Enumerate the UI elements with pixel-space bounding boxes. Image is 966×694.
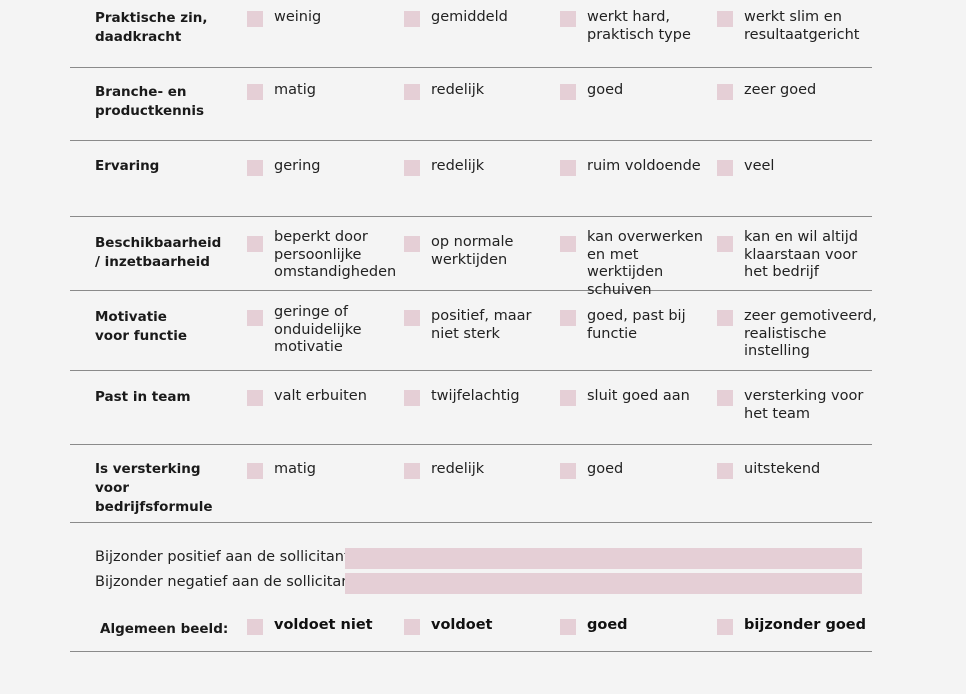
checkbox[interactable]: [717, 310, 733, 326]
criterion-row-praktische-zin: Praktische zin, daadkracht weinig gemidd…: [70, 0, 872, 68]
checkbox[interactable]: [560, 463, 576, 479]
checkbox[interactable]: [717, 619, 733, 635]
checkbox[interactable]: [717, 236, 733, 252]
checkbox[interactable]: [247, 11, 263, 27]
criterion-row-branchekennis: Branche- en productkennis matig redelijk…: [70, 68, 872, 141]
checkbox[interactable]: [560, 11, 576, 27]
checkbox[interactable]: [560, 160, 576, 176]
option-label: redelijk: [431, 158, 485, 174]
criterion-label: Branche- en productkennis: [95, 84, 204, 119]
criterion-row-past-in-team: Past in team valt erbuiten twijfelachtig…: [70, 371, 872, 445]
option-label: goed: [587, 617, 628, 633]
option-label: weinig: [274, 9, 322, 25]
checkbox[interactable]: [404, 310, 420, 326]
criterion-label: Is versterking voor bedrijfsformule: [95, 461, 213, 515]
criterion-label: Motivatie voor functie: [95, 309, 188, 344]
checkbox[interactable]: [247, 310, 263, 326]
checkbox[interactable]: [247, 160, 263, 176]
option-label: gering: [274, 158, 321, 174]
checkbox[interactable]: [247, 236, 263, 252]
option-label: zeer gemotiveerd, realistische instellin…: [744, 308, 877, 359]
option-label: beperkt door persoonlijke omstandigheden: [274, 229, 397, 280]
option-label: kan en wil altijd klaarstaan voor het be…: [744, 229, 858, 280]
option-label: werkt hard, praktisch type: [587, 9, 691, 43]
option-label: uitstekend: [744, 461, 821, 477]
checkbox[interactable]: [404, 619, 420, 635]
option-label: twijfelachtig: [431, 388, 520, 404]
checkbox[interactable]: [404, 390, 420, 406]
option-label: goed: [587, 461, 624, 477]
option-label: voldoet niet: [274, 617, 373, 633]
checkbox[interactable]: [717, 463, 733, 479]
option-label: goed, past bij functie: [587, 308, 686, 342]
checkbox[interactable]: [404, 84, 420, 100]
criterion-label: Beschikbaarheid / inzetbaarheid: [95, 235, 222, 270]
criterion-label: Ervaring: [95, 158, 160, 174]
option-label: geringe of onduidelijke motivatie: [274, 304, 362, 355]
checkbox[interactable]: [560, 84, 576, 100]
checkbox[interactable]: [404, 236, 420, 252]
negative-remark-field[interactable]: [345, 573, 862, 594]
option-label: sluit goed aan: [587, 388, 690, 404]
checkbox[interactable]: [404, 11, 420, 27]
option-label: voldoet: [431, 617, 493, 633]
criterion-row-bedrijfsformule: Is versterking voor bedrijfsformule mati…: [70, 445, 872, 523]
criterion-row-ervaring: Ervaring gering redelijk ruim voldoende …: [70, 141, 872, 217]
criterion-row-beschikbaarheid: Beschikbaarheid / inzetbaarheid beperkt …: [70, 217, 872, 298]
checkbox[interactable]: [560, 236, 576, 252]
criterion-label: Past in team: [95, 389, 191, 405]
checkbox[interactable]: [560, 390, 576, 406]
option-label: valt erbuiten: [274, 388, 367, 404]
option-label: op normale werktijden: [431, 234, 514, 268]
option-label: matig: [274, 82, 316, 98]
criterion-label: Praktische zin, daadkracht: [95, 10, 208, 45]
overall-row: voldoet niet voldoet goed bijzonder goed: [70, 605, 872, 652]
option-label: redelijk: [431, 461, 485, 477]
checkbox[interactable]: [560, 619, 576, 635]
positive-remark-field[interactable]: [345, 548, 862, 569]
checkbox[interactable]: [717, 84, 733, 100]
checkbox[interactable]: [247, 84, 263, 100]
checkbox[interactable]: [717, 160, 733, 176]
option-label: zeer goed: [744, 82, 817, 98]
option-label: goed: [587, 82, 624, 98]
checkbox[interactable]: [717, 390, 733, 406]
positive-remark-label: Bijzonder positief aan de sollicitant:: [95, 549, 355, 565]
option-label: positief, maar niet sterk: [431, 308, 532, 342]
checkbox[interactable]: [404, 463, 420, 479]
option-label: werkt slim en resultaatgericht: [744, 9, 860, 43]
option-label: redelijk: [431, 82, 485, 98]
checkbox[interactable]: [247, 619, 263, 635]
checkbox[interactable]: [247, 463, 263, 479]
overall-label: Algemeen beeld:: [100, 621, 229, 637]
option-label: veel: [744, 158, 775, 174]
option-label: gemiddeld: [431, 9, 508, 25]
checkbox[interactable]: [247, 390, 263, 406]
option-label: matig: [274, 461, 316, 477]
checkbox[interactable]: [560, 310, 576, 326]
checkbox[interactable]: [404, 160, 420, 176]
negative-remark-label: Bijzonder negatief aan de sollicitant:: [95, 574, 362, 590]
criterion-row-motivatie: Motivatie voor functie geringe of onduid…: [70, 291, 877, 371]
option-label: bijzonder goed: [744, 617, 867, 633]
option-label: versterking voor het team: [744, 388, 864, 422]
option-label: kan overwerken en met werktijden schuive…: [587, 229, 703, 298]
checkbox[interactable]: [717, 11, 733, 27]
option-label: ruim voldoende: [587, 158, 701, 174]
